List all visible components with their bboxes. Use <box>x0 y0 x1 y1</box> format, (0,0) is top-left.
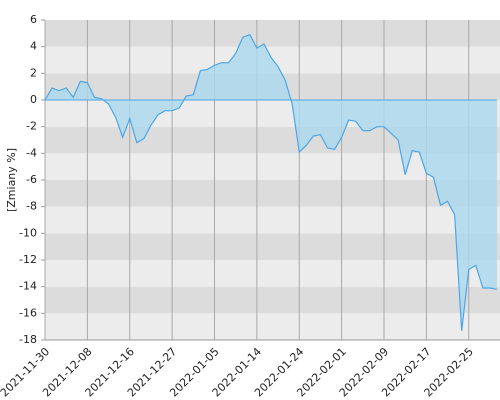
y-tick-label: -8 <box>26 200 37 213</box>
line <box>44 33 498 331</box>
y-tick-label: 4 <box>30 40 37 53</box>
y-tick-label: -18 <box>19 333 37 346</box>
y-tick-label: 6 <box>30 13 37 26</box>
y-tick-label: -4 <box>26 146 37 159</box>
y-tick-label: -14 <box>19 280 37 293</box>
band <box>45 206 500 234</box>
y-tick-label: 2 <box>30 66 37 79</box>
y-axis-label: [Zmiany %] <box>5 148 18 212</box>
y-tick-label: -12 <box>19 253 37 266</box>
band <box>45 313 500 340</box>
band <box>45 286 500 314</box>
y-tick-label: -6 <box>26 173 37 186</box>
y-tick-label: -2 <box>26 120 37 133</box>
band <box>45 20 500 47</box>
y-tick-label: -10 <box>19 226 37 239</box>
band <box>45 180 500 207</box>
y-tick-label: -16 <box>19 306 37 319</box>
area <box>45 34 497 331</box>
band <box>45 260 500 287</box>
y-tick-label: 0 <box>30 93 37 106</box>
band <box>45 233 500 260</box>
